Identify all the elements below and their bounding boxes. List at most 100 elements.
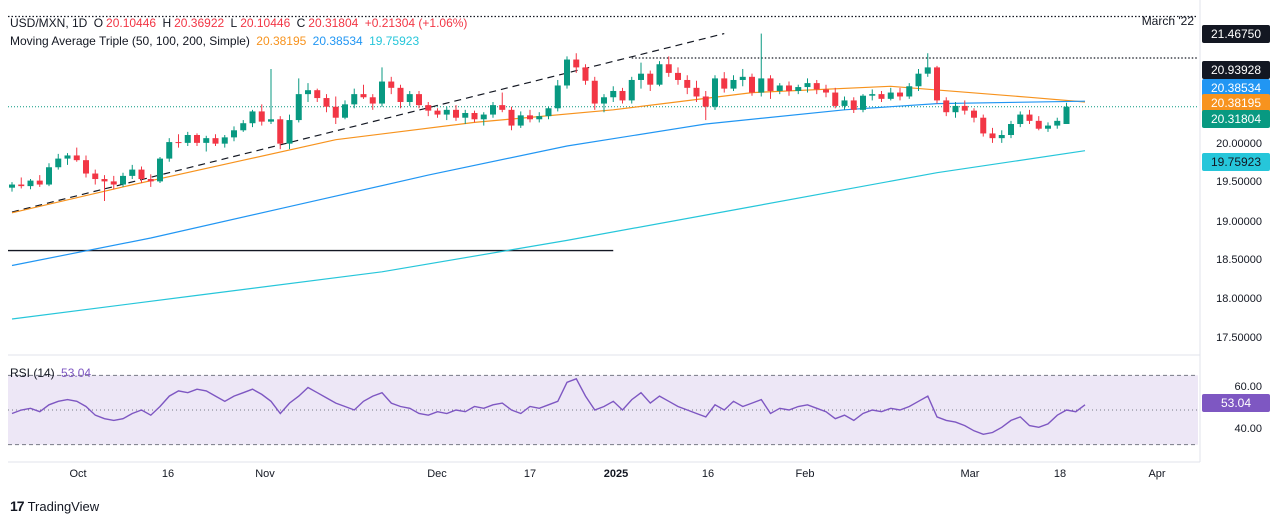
open-label: O	[93, 16, 104, 30]
candle-body	[628, 79, 635, 101]
candle-body	[878, 94, 885, 99]
candle-body	[499, 105, 506, 110]
open-value: 20.10446	[106, 16, 157, 30]
candle-body	[369, 97, 376, 104]
level-high-badge: 21.46750	[1202, 25, 1270, 43]
candle-body	[46, 167, 52, 185]
candle-body	[610, 90, 617, 98]
close-value: 20.31804	[308, 16, 359, 30]
close-badge: 20.31804	[1202, 110, 1270, 128]
candle-body	[934, 67, 940, 101]
rsi-legend: RSI (14) 53.04	[10, 366, 94, 380]
high-value: 20.36922	[174, 16, 225, 30]
candle-body	[1008, 124, 1014, 136]
candle-body	[388, 81, 395, 88]
candle-body	[73, 155, 80, 161]
candle-body	[471, 112, 478, 120]
candle-body	[184, 135, 191, 143]
low-value: 20.10446	[240, 16, 291, 30]
candle-body	[739, 76, 746, 80]
candle-body	[730, 79, 737, 89]
candle-body	[36, 180, 43, 185]
tradingview-icon: 17	[10, 498, 25, 514]
candle-body	[416, 94, 422, 106]
ma-legend: Moving Average Triple (50, 100, 200, Sim…	[10, 34, 422, 48]
candle-body	[83, 160, 89, 174]
low-label: L	[230, 16, 238, 30]
candle-body	[1026, 114, 1033, 121]
candle-body	[480, 114, 487, 120]
candle-body	[693, 87, 700, 97]
trendline	[11, 33, 725, 213]
date-tick: Feb	[795, 468, 815, 480]
candle-body	[1063, 106, 1070, 124]
candle-body	[943, 100, 950, 113]
candle-body	[887, 92, 894, 99]
rsi-badge: 53.04	[1202, 394, 1270, 412]
candle-body	[231, 130, 237, 138]
candle-body	[841, 100, 848, 106]
rsi-title: RSI (14)	[10, 366, 55, 380]
candle-body	[776, 85, 783, 91]
candle-body	[786, 85, 792, 91]
rsi-tick: 40.00	[1234, 423, 1262, 435]
top-right-date: March '22	[1141, 14, 1194, 28]
close-label: C	[296, 16, 306, 30]
rsi-tick: 60.00	[1234, 381, 1262, 393]
candle-body	[564, 59, 570, 86]
candle-body	[749, 76, 755, 93]
date-tick: Dec	[427, 468, 447, 480]
candle-body	[554, 85, 561, 109]
candle-body	[971, 110, 977, 118]
candle-body	[27, 180, 34, 187]
price-tick: 20.00000	[1216, 138, 1262, 150]
candle-body	[379, 81, 385, 104]
ma50-value: 20.38195	[256, 34, 307, 48]
level-mid-badge: 20.93928	[1202, 61, 1270, 79]
ma200-line	[11, 150, 1086, 320]
candle-body	[323, 98, 330, 107]
candle-body	[462, 112, 469, 118]
candle-body	[906, 86, 913, 97]
tradingview-logo[interactable]: 17 TradingView	[10, 498, 99, 514]
ma50-line	[11, 85, 1086, 214]
candle-body	[684, 79, 691, 88]
ma100-value: 20.38534	[312, 34, 363, 48]
candle-body	[665, 64, 672, 73]
candle-body	[120, 175, 126, 185]
candle-body	[980, 117, 987, 134]
logo-text: TradingView	[27, 498, 100, 514]
candle-body	[443, 109, 450, 115]
date-tick: 2025	[603, 468, 629, 480]
candle-body	[166, 142, 173, 159]
candle-body	[989, 133, 996, 139]
candle-body	[795, 87, 802, 91]
candle-body	[619, 90, 626, 101]
candle-body	[517, 115, 524, 126]
candle-body	[1045, 125, 1051, 129]
candle-body	[952, 105, 959, 113]
ohlc-header: USD/MXN, 1D O 20.10446 H 20.36922 L 20.1044…	[10, 16, 470, 30]
candle-body	[342, 104, 348, 118]
candle-body	[203, 138, 210, 143]
candle-body	[601, 97, 607, 104]
candle-body	[92, 173, 99, 180]
candle-body	[804, 83, 811, 88]
price-tick: 19.00000	[1216, 216, 1262, 228]
candle-body	[453, 109, 459, 118]
candle-body	[1035, 120, 1042, 129]
candle-body	[915, 73, 922, 87]
candle-body	[425, 105, 432, 111]
candle-body	[110, 181, 117, 185]
candle-body	[332, 106, 339, 118]
candle-body	[721, 78, 728, 89]
candle-body	[591, 80, 598, 104]
date-tick: Mar	[960, 468, 980, 480]
candle-body	[249, 111, 256, 124]
candle-body	[961, 105, 968, 111]
candle-body	[527, 115, 533, 120]
price-tick: 19.50000	[1216, 176, 1262, 188]
candle-body	[194, 135, 200, 143]
candle-body	[860, 95, 866, 110]
